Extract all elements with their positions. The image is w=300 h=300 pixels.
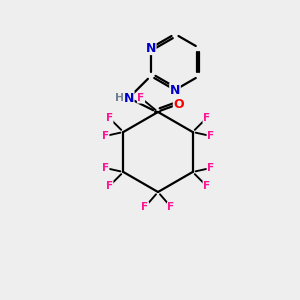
Text: F: F [203,113,210,123]
Text: O: O [173,98,184,110]
Text: N: N [124,92,134,104]
Text: F: F [207,163,214,173]
Text: N: N [146,41,156,55]
Text: F: F [106,113,113,123]
Text: F: F [207,131,214,141]
Text: F: F [137,93,145,103]
Text: F: F [167,202,175,212]
Text: H: H [115,93,124,103]
Text: F: F [203,181,210,191]
Text: F: F [102,131,109,141]
Text: F: F [141,202,148,212]
Text: N: N [170,83,180,97]
Text: F: F [102,163,109,173]
Text: F: F [106,181,113,191]
